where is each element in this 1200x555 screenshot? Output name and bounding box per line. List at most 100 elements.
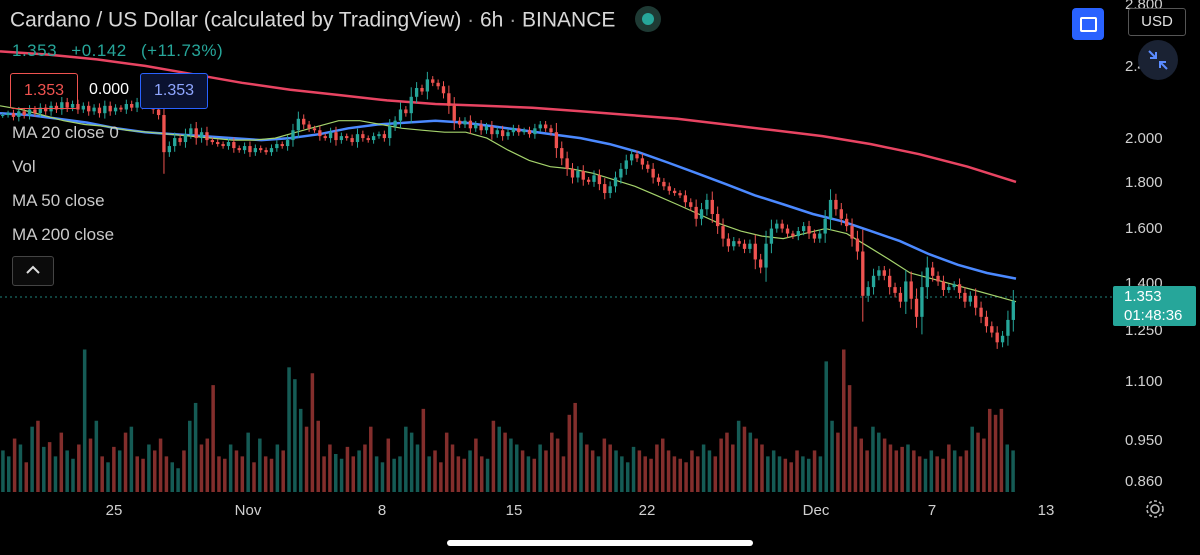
volume-bar — [351, 456, 356, 492]
indicator-ma200[interactable]: MA 200 close — [12, 225, 115, 244]
volume-bar — [912, 450, 916, 492]
volume-bar — [608, 444, 612, 492]
volume-bar — [579, 432, 583, 492]
volume-bar — [970, 426, 974, 492]
candle-body — [232, 142, 236, 149]
candle-body — [452, 105, 456, 121]
volume-bar — [258, 438, 262, 492]
volume-bar — [637, 450, 642, 492]
candle-body — [1000, 335, 1005, 343]
candle-body — [81, 105, 85, 110]
y-tick-label: 0.860 — [1125, 473, 1163, 490]
candle-body — [65, 102, 69, 108]
candle-body — [366, 138, 370, 141]
y-tick-label: 1.250 — [1125, 322, 1163, 339]
chart-header: Cardano / US Dollar (calculated by Tradi… — [10, 6, 662, 34]
candle-body — [1, 115, 5, 117]
volume-bar — [170, 462, 175, 492]
volume-bar — [386, 438, 391, 492]
collapse-arrows-icon — [1148, 50, 1168, 70]
collapse-legend-button[interactable] — [12, 256, 54, 286]
volume-bar — [129, 426, 134, 492]
volume-bar — [550, 432, 554, 492]
volume-bar — [941, 458, 945, 492]
candle-body — [447, 93, 451, 106]
currency-select[interactable]: USD — [1128, 8, 1186, 36]
shrink-button[interactable] — [1138, 40, 1178, 80]
candle-body — [156, 109, 161, 116]
candle-body — [167, 146, 171, 153]
volume-bar — [952, 450, 957, 492]
candle-body — [506, 132, 510, 137]
volume-bar — [520, 450, 525, 492]
candle-body — [291, 130, 295, 141]
price-change: +0.142 — [71, 41, 127, 60]
volume-bar — [281, 450, 285, 492]
volume-bar — [7, 456, 11, 492]
volume-bar — [958, 456, 963, 492]
candle-body — [560, 148, 564, 159]
candle-body — [801, 226, 806, 232]
volume-bar — [228, 444, 233, 492]
volume-bar — [246, 432, 250, 492]
volume-bar — [976, 432, 980, 492]
volume-bar — [310, 373, 315, 492]
fullscreen-icon[interactable] — [1072, 8, 1104, 40]
candle-body — [17, 111, 21, 117]
candle-body — [457, 120, 462, 125]
candle-body — [699, 209, 704, 219]
volume-bar — [287, 367, 291, 492]
candle-body — [60, 102, 64, 110]
volume-bar — [333, 454, 338, 492]
volume-bar — [36, 420, 40, 492]
candle-body — [474, 124, 478, 129]
volume-bar — [193, 402, 198, 492]
volume-bar — [12, 438, 17, 492]
volume-bar — [900, 446, 904, 492]
candle-body — [54, 105, 59, 110]
indicator-volume[interactable]: Vol — [12, 157, 36, 176]
symbol-title[interactable]: Cardano / US Dollar (calculated by Tradi… — [10, 8, 462, 32]
candle-body — [990, 326, 994, 333]
volume-bar — [199, 444, 204, 492]
volume-bar — [585, 444, 589, 492]
volume-bar — [649, 458, 653, 492]
candle-body — [500, 130, 505, 137]
x-tick-label: 15 — [506, 502, 523, 519]
candle-body — [694, 206, 698, 219]
volume-bar — [841, 349, 846, 492]
candle-body — [678, 193, 682, 196]
candle-body — [388, 126, 392, 139]
bar-countdown: 01:48:36 — [1124, 307, 1183, 324]
volume-bar — [252, 462, 256, 492]
candle-body — [866, 287, 870, 296]
volume-bar — [369, 426, 373, 492]
indicator-ma50[interactable]: MA 50 close — [12, 191, 105, 210]
candle-body — [882, 270, 886, 276]
candle-body — [592, 175, 596, 182]
indicator-ma20[interactable]: MA 20 close 0 — [12, 123, 119, 142]
volume-bar — [660, 438, 665, 492]
sell-button[interactable]: 1.353 — [10, 73, 78, 109]
candle-body — [199, 132, 204, 139]
quote-line: 1.353 +0.142 (+11.73%) — [12, 41, 232, 61]
volume-bar — [847, 385, 852, 492]
volume-bar — [328, 444, 332, 492]
volume-bar — [614, 450, 618, 492]
volume-bar — [812, 450, 817, 492]
candle-body — [850, 226, 854, 239]
candle-body — [339, 136, 344, 141]
candle-body — [533, 128, 537, 135]
volume-bar — [789, 462, 793, 492]
interval-label[interactable]: 6h — [480, 8, 504, 32]
volume-bar — [100, 456, 104, 492]
buy-button[interactable]: 1.353 — [140, 73, 208, 109]
volume-bar — [701, 444, 706, 492]
volume-bar — [830, 420, 834, 492]
volume-bar — [176, 468, 180, 492]
candle-body — [441, 86, 446, 94]
volume-bar — [427, 456, 431, 492]
gear-icon[interactable] — [1144, 498, 1166, 520]
volume-bar — [223, 458, 227, 492]
